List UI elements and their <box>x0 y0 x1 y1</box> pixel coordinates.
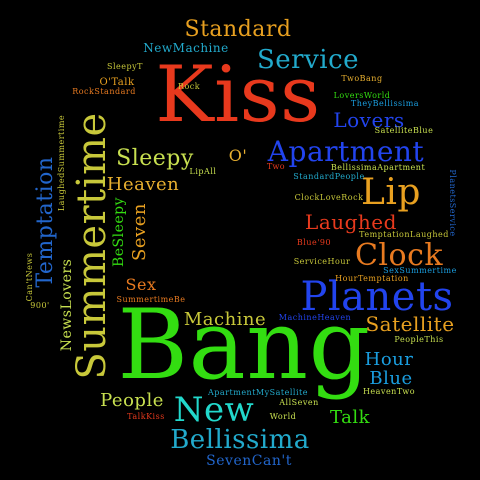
word-o: O' <box>228 146 248 165</box>
word-sleepy: Sleepy <box>116 146 194 171</box>
word-rockstandard: RockStandard <box>72 87 136 96</box>
word-laughed: Laughed <box>305 210 397 234</box>
word-talk: Talk <box>329 407 371 428</box>
word-bellissimaapartment: BellissimaApartment <box>330 163 426 172</box>
word-kiss: Kiss <box>155 50 321 140</box>
word-summertimebe: SummertimeBe <box>116 295 186 304</box>
word-talkkiss: TalkKiss <box>127 412 165 421</box>
word-newmachine: NewMachine <box>143 41 229 55</box>
word-standardpeople: StandardPeople <box>293 172 365 181</box>
word-newslovers: NewsLovers <box>59 258 75 352</box>
word-clock: Clock <box>354 238 444 273</box>
word-temptationlaughed: TemptationLaughed <box>359 230 449 239</box>
word-blue: Blue <box>369 368 413 389</box>
word-world: World <box>269 412 297 421</box>
word-temptation: Temptation <box>33 156 58 288</box>
word-clocklover: ClockLoveRock <box>294 193 364 202</box>
word-lovers: Lovers <box>333 108 405 132</box>
word-hour: Hour <box>364 349 414 370</box>
word-planets: Planets <box>300 274 454 320</box>
word-apartment: Apartment <box>267 135 425 168</box>
word-lipall: LipAll <box>189 167 217 176</box>
word-summertime: Summertime <box>69 112 115 380</box>
word-satelliteblue: SatelliteBlue <box>374 126 434 135</box>
word-allseven: AllSeven <box>279 398 319 407</box>
word-bellissima: Bellissima <box>170 425 310 455</box>
word-nine00: 900' <box>30 301 50 310</box>
word-service: Service <box>256 45 360 75</box>
word-sevencant: SevenCan't <box>206 453 292 469</box>
word-satellite: Satellite <box>365 312 455 336</box>
word-apartmentmysatellite: ApartmentMySatellite <box>208 388 308 397</box>
word-planetsservice: PlanetsService <box>448 169 457 237</box>
word-rock: Rock <box>177 82 201 91</box>
word-bang: Bang <box>117 289 371 401</box>
word-two: Two <box>266 162 286 171</box>
word-blue90: Blue'90 <box>296 238 332 247</box>
word-twobang: TwoBang <box>341 74 383 83</box>
word-heaven: Heaven <box>106 174 180 195</box>
word-people: People <box>100 390 164 411</box>
word-machine: Machine <box>183 309 267 330</box>
word-standard: Standard <box>184 17 292 42</box>
word-lip: Lip <box>361 172 421 213</box>
word-besleepy: BeSleepy <box>111 196 127 268</box>
word-cantnews: Can'tNews <box>25 252 34 302</box>
word-loversworld: LoversWorld <box>333 91 391 100</box>
word-machineheaven: MachineHeaven <box>278 313 352 322</box>
word-laughedsummertime: LaughedSummertime <box>57 114 66 212</box>
word-new: New <box>173 390 255 430</box>
word-thebellissima: TheyBellissima <box>350 99 420 108</box>
word-sex: Sex <box>125 275 157 294</box>
word-sexsummertime: SexSummertime <box>383 266 457 275</box>
word-sleepyt: SleepyT <box>107 62 143 71</box>
word-hourtemptation: HourTemptation <box>335 274 409 283</box>
word-otalk: O'Talk <box>99 77 135 88</box>
word-servicehour: ServiceHour <box>293 257 351 266</box>
word-peoplethis: PeopleThis <box>394 335 444 344</box>
word-seven: Seven <box>129 203 150 261</box>
word-heaventwo: HeavenTwo <box>362 387 416 396</box>
